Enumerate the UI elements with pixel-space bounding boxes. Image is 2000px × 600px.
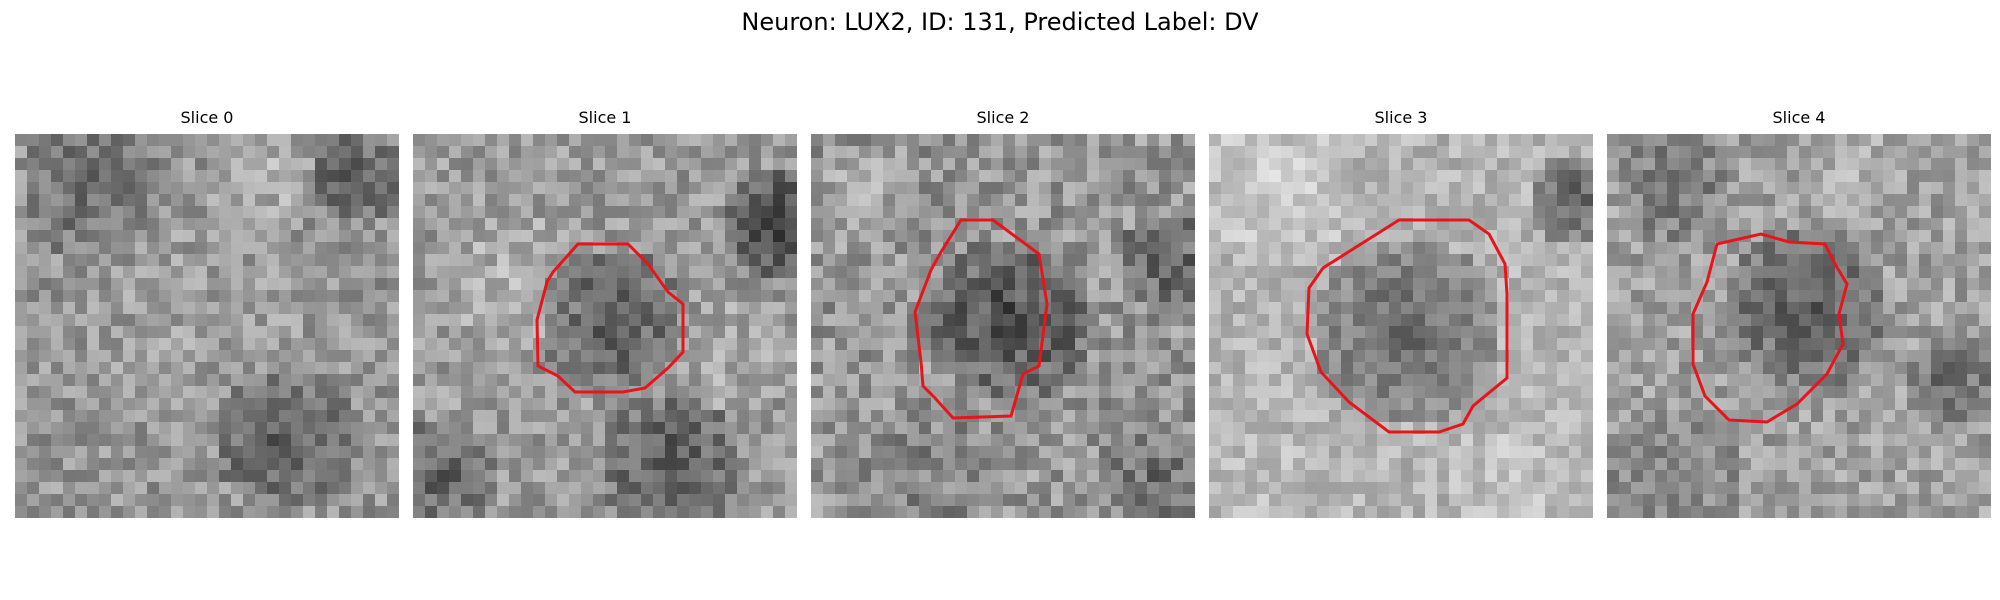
- slice-title-2: Slice 2: [976, 108, 1030, 127]
- slice-title-0: Slice 0: [180, 108, 234, 127]
- slice-image-2: [811, 134, 1195, 518]
- slice-image-3: [1209, 134, 1593, 518]
- slice-image-1: [413, 134, 797, 518]
- slice-image-4: [1607, 134, 1991, 518]
- slice-title-1: Slice 1: [578, 108, 632, 127]
- slice-image-0: [15, 134, 399, 518]
- slice-panel-2: Slice 2: [811, 108, 1195, 518]
- slice-panel-0: Slice 0: [15, 108, 399, 518]
- slice-panel-1: Slice 1: [413, 108, 797, 518]
- figure-title: Neuron: LUX2, ID: 131, Predicted Label: …: [741, 8, 1259, 36]
- slice-title-3: Slice 3: [1374, 108, 1428, 127]
- segmentation-contour-3: [1305, 218, 1509, 434]
- slice-panel-3: Slice 3: [1209, 108, 1593, 518]
- segmentation-contour-1: [535, 242, 685, 394]
- slice-title-4: Slice 4: [1772, 108, 1826, 127]
- slice-panel-4: Slice 4: [1607, 108, 1991, 518]
- segmentation-contour-4: [1691, 232, 1849, 424]
- segmentation-contour-2: [913, 218, 1049, 420]
